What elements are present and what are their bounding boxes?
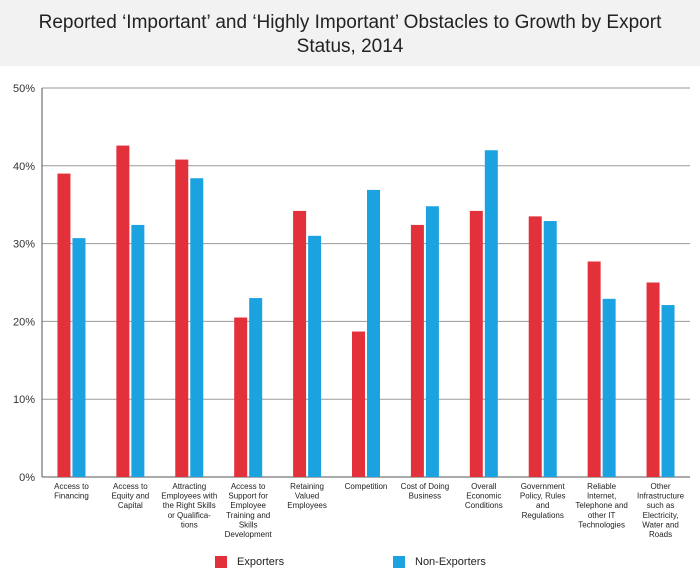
- bar-non-exporters: [72, 238, 86, 477]
- y-tick-label: 10%: [13, 394, 35, 406]
- chart-title: Reported ‘Important’ and ‘Highly Importa…: [38, 12, 662, 57]
- x-category-label: Access to Financing: [54, 482, 89, 501]
- bar-non-exporters: [308, 235, 322, 477]
- bar-non-exporters: [602, 298, 616, 477]
- bar-exporters: [587, 261, 601, 477]
- legend-swatch-non-exporters: [393, 556, 405, 568]
- y-tick-label: 0%: [19, 472, 35, 484]
- bar-non-exporters: [367, 189, 380, 477]
- bar-chart: 0% 10% 20% 30% 40% 50% Access to Financing Acces…: [13, 83, 690, 539]
- bar-exporters: [528, 216, 542, 477]
- x-category-label: Government Policy, Rules and Regulations: [520, 482, 566, 520]
- y-tick-label: 40%: [13, 161, 35, 173]
- legend-swatch-exporters: [215, 556, 227, 568]
- bar-non-exporters: [249, 298, 263, 477]
- x-category-label: Other Infrastructure such as Electricity, Wa…: [637, 482, 685, 539]
- x-category-label: Access to Equity and Capital: [111, 482, 149, 510]
- x-category-label: Retaining Valued Employees: [287, 482, 327, 510]
- bar-non-exporters: [661, 305, 675, 477]
- title-banner: Reported ‘Important’ and ‘Highly Importa…: [0, 0, 700, 66]
- bar-exporters: [234, 317, 248, 477]
- x-category-label: Attracting Employees with the Right Skills…: [161, 482, 217, 529]
- bar-exporters: [116, 145, 130, 477]
- bar-non-exporters: [190, 178, 204, 478]
- x-category-label: Cost of Doing Business: [401, 482, 449, 501]
- bar-non-exporters: [425, 206, 439, 478]
- bar-exporters: [352, 331, 365, 477]
- bar-exporters: [57, 173, 71, 477]
- bar-exporters: [410, 224, 424, 477]
- bar-exporters: [469, 210, 483, 477]
- x-category-label: Competition: [345, 482, 388, 491]
- bar-non-exporters: [131, 224, 145, 477]
- x-category-label: Overall Economic Conditions: [465, 482, 503, 510]
- legend-label-exporters: Exporters: [237, 556, 285, 568]
- x-category-label: Reliable Internet, Telephone and other IT Te…: [575, 482, 628, 529]
- bar-exporters: [293, 210, 307, 477]
- x-category-label: Access to Support for Employee Training and…: [225, 482, 273, 539]
- legend-label-non-exporters: Non-Exporters: [415, 556, 486, 568]
- bar-non-exporters: [543, 221, 557, 477]
- y-tick-label: 20%: [13, 316, 35, 328]
- bar-non-exporters: [484, 150, 498, 478]
- y-tick-label: 30%: [13, 239, 35, 251]
- bar-exporters: [175, 159, 189, 478]
- legend-item-exporters: Exporters: [215, 554, 284, 570]
- bar-exporters: [646, 282, 660, 477]
- legend-item-non-exporters: Non-Exporters: [393, 554, 486, 570]
- y-tick-label: 50%: [13, 83, 35, 95]
